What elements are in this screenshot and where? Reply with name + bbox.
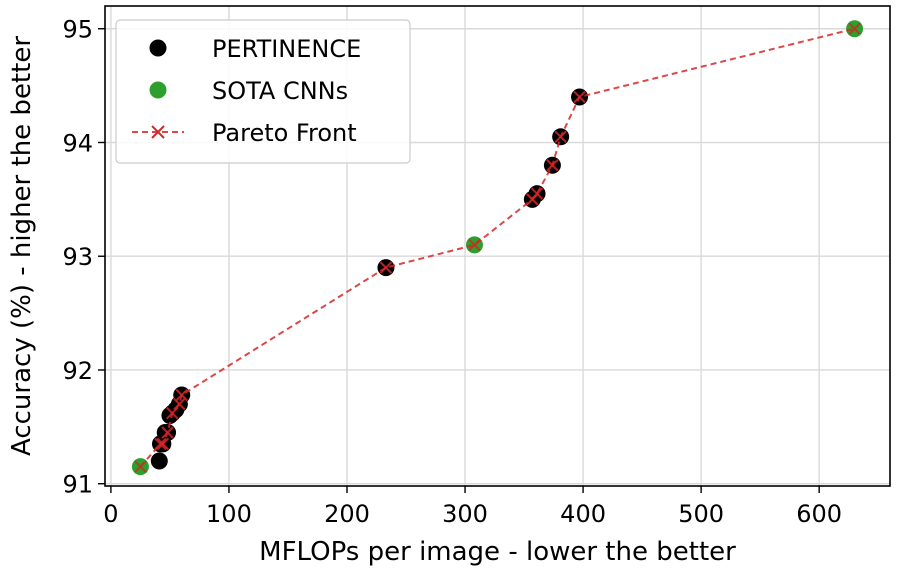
legend: PERTINENCE SOTA CNNs Pareto Front (115, 19, 411, 164)
pareto-front-marker (468, 238, 481, 252)
y-tick-label: 94 (62, 129, 93, 157)
legend-label: PERTINENCE (212, 35, 361, 63)
y-tick-label: 91 (62, 471, 93, 499)
pareto-front-marker (156, 437, 170, 451)
pareto-front-marker (573, 90, 586, 104)
legend-entry: Pareto Front (132, 119, 357, 147)
pareto-x-stroke (156, 437, 170, 451)
legend-entry: SOTA CNNs (149, 77, 348, 105)
y-tick-label: 93 (62, 243, 93, 271)
x-tick-label: 0 (103, 500, 118, 528)
pareto-front-marker (173, 397, 186, 411)
pareto-x-stroke (379, 261, 393, 274)
pareto-front-marker (175, 388, 188, 402)
pareto-front-marker (161, 426, 174, 439)
x-axis-title: MFLOPs per image - lower the better (259, 537, 736, 567)
pareto-x-stroke (154, 437, 167, 451)
pareto-front-marker (154, 437, 167, 451)
legend-marker (149, 39, 167, 57)
pareto-x-stroke (573, 90, 586, 104)
legend-box (115, 19, 411, 164)
pareto-x-stroke (175, 388, 188, 402)
legend-label: SOTA CNNs (212, 77, 348, 105)
pareto-front-marker (546, 159, 559, 172)
pareto-front-marker (379, 261, 393, 274)
legend-marker (149, 81, 167, 99)
x-tick-label: 100 (206, 500, 252, 528)
legend-marker (151, 125, 165, 139)
x-tick-label: 400 (560, 500, 606, 528)
x-tick-label: 600 (796, 500, 842, 528)
pareto-x-stroke (530, 187, 544, 200)
pareto-x-stroke (546, 159, 559, 172)
x-tick-label: 200 (324, 500, 370, 528)
pareto-front-marker (166, 406, 179, 420)
pareto-x-stroke (554, 130, 567, 144)
pareto-front-line (139, 27, 855, 468)
pareto-x-stroke (134, 460, 147, 473)
pareto-front-marker (848, 22, 861, 35)
x-tick-label: 300 (442, 500, 488, 528)
y-axis-title: Accuracy (%) - higher the better (7, 36, 37, 456)
x-tick-label: 500 (678, 500, 724, 528)
pertinence-point (150, 452, 168, 470)
pareto-front-marker (554, 130, 567, 144)
pareto-x-stroke (173, 397, 186, 411)
pareto-x-stroke (161, 426, 174, 439)
y-tick-label: 92 (62, 357, 93, 385)
plot-frame (104, 5, 891, 487)
pareto-x-stroke (166, 406, 179, 420)
y-tick-label: 95 (62, 16, 93, 44)
plot-data (131, 20, 864, 476)
legend-entry: PERTINENCE (149, 35, 361, 63)
legend-label: Pareto Front (212, 119, 357, 147)
axis-ticks: 0 100 200 300 400 500 600 91 92 93 94 95 (62, 16, 842, 528)
pareto-front-marker (530, 187, 544, 200)
pareto-x-stroke (848, 22, 861, 35)
pareto-x-stroke (468, 238, 481, 252)
pareto-front-marker (134, 460, 147, 473)
